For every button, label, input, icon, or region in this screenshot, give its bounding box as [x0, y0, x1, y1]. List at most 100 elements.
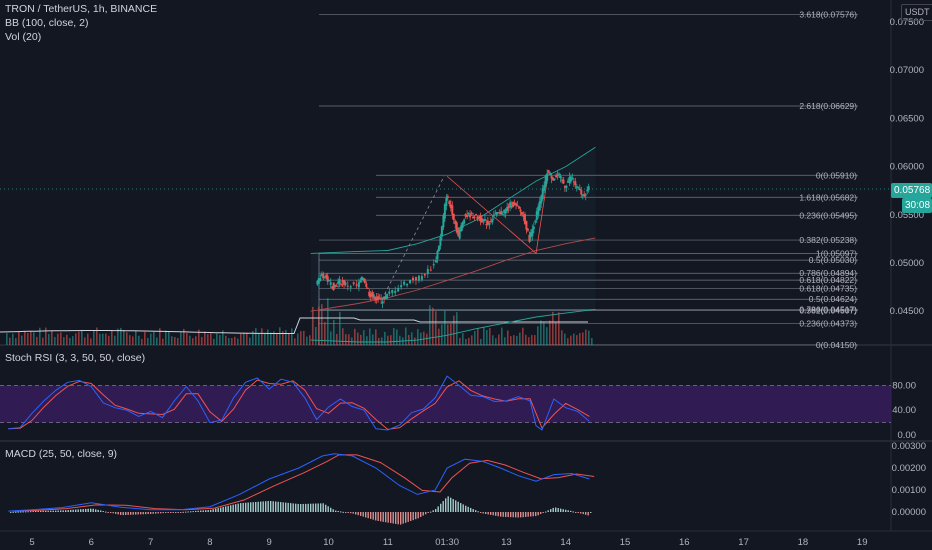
candle-body: [446, 196, 449, 198]
countdown-badge: 30:08: [902, 198, 932, 213]
vol-legend[interactable]: Vol (20): [5, 31, 42, 43]
stoch-legend[interactable]: Stoch RSI (3, 3, 50, 50, close): [5, 352, 146, 364]
candle-body: [555, 175, 558, 178]
macd-histogram-bar: [260, 501, 262, 512]
macd-histogram-bar: [187, 511, 189, 513]
macd-histogram-bar: [537, 512, 539, 516]
volume-bar: [384, 331, 386, 345]
volume-bar: [270, 332, 272, 345]
volume-bar: [192, 338, 194, 345]
volume-bar: [336, 333, 338, 345]
time-tick-label: 01:30: [435, 537, 459, 548]
macd-histogram-bar: [500, 512, 502, 517]
macd-histogram-bar: [392, 512, 394, 524]
candle-body: [372, 294, 375, 298]
candle-body: [319, 278, 322, 281]
macd-histogram-bar: [30, 511, 32, 513]
macd-histogram-bar: [405, 512, 407, 523]
volume-bar: [510, 336, 512, 345]
candle-body: [316, 280, 319, 285]
bb-legend[interactable]: BB (100, close, 2): [5, 17, 89, 29]
candle-body: [383, 296, 386, 300]
volume-bar: [423, 331, 425, 345]
macd-histogram-bar: [330, 507, 332, 512]
macd-histogram-bar: [197, 510, 199, 512]
macd-histogram-bar: [112, 512, 114, 514]
macd-histogram-bar: [10, 511, 12, 513]
symbol-legend[interactable]: TRON / TetherUS, 1h, BINANCE: [5, 3, 158, 15]
candle-body: [360, 276, 363, 281]
volume-bar: [180, 332, 182, 345]
bb-basis-line: [310, 237, 596, 312]
volume-bar: [18, 331, 20, 345]
macd-histogram-bar: [332, 509, 334, 512]
currency-badge[interactable]: USDT: [901, 4, 932, 21]
candle-body: [340, 284, 343, 286]
volume-bar: [216, 333, 218, 345]
candle-body: [457, 229, 460, 236]
macd-histogram-bar: [257, 501, 259, 512]
macd-histogram-bar: [170, 512, 172, 513]
candle-body: [394, 290, 397, 293]
candle-body: [566, 181, 569, 183]
volume-bar: [351, 337, 353, 345]
volume-bar: [405, 327, 407, 345]
candle-body: [432, 264, 435, 266]
macd-histogram-bar: [372, 512, 374, 520]
macd-histogram-bar: [575, 512, 577, 513]
fib-level-label: 0.618(0.04735): [799, 284, 857, 294]
pattern-dashed-line: [381, 176, 445, 300]
macd-histogram-bar: [352, 512, 354, 514]
volume-bar: [114, 335, 116, 345]
candle-body: [363, 278, 366, 284]
macd-histogram-bar: [305, 503, 307, 512]
candle-body: [556, 174, 559, 177]
macd-histogram-bar: [160, 512, 162, 514]
candle-body: [439, 237, 442, 246]
candle-body: [520, 212, 523, 215]
fib-level-label: 0.236(0.04373): [799, 318, 857, 328]
volume-bar: [477, 328, 479, 345]
macd-signal-line: [12, 454, 595, 512]
macd-histogram-bar: [175, 512, 177, 513]
macd-histogram-bar: [495, 512, 497, 516]
volume-bar: [528, 337, 530, 345]
volume-bar: [495, 338, 497, 345]
candle-body: [369, 293, 372, 298]
volume-bar: [291, 328, 293, 345]
price-tick-label: 0.07500: [890, 17, 924, 28]
candle-body: [538, 201, 541, 211]
price-tick-label: 0.05000: [890, 258, 924, 269]
candle-body: [473, 216, 476, 219]
macd-histogram-bar: [70, 509, 72, 512]
macd-histogram-bar: [347, 512, 349, 513]
macd-histogram-bar: [527, 512, 529, 517]
macd-histogram-bar: [452, 499, 454, 512]
volume-bar: [378, 337, 380, 345]
candle-body: [482, 219, 485, 222]
macd-histogram-bar: [212, 509, 214, 512]
price-pane[interactable]: 3.618(0.07576) 2.618(0.06629) 0(0.05910) 1.…: [0, 10, 891, 350]
macd-histogram-bar: [167, 512, 169, 513]
candle-body: [368, 291, 371, 297]
stoch-rsi-pane[interactable]: [0, 375, 891, 431]
macd-pane[interactable]: [8, 453, 595, 525]
macd-histogram-bar: [80, 509, 82, 512]
candle-body: [543, 185, 546, 191]
macd-histogram-bar: [200, 510, 202, 512]
candle-body: [489, 220, 492, 222]
macd-histogram-bar: [225, 506, 227, 512]
stoch-d-line: [8, 379, 590, 430]
candle-body: [569, 176, 572, 182]
macd-histogram-bar: [400, 512, 402, 525]
candle-body: [574, 181, 577, 186]
volume-bar: [273, 331, 275, 345]
candle-body: [472, 216, 475, 219]
volume-bar: [468, 337, 470, 345]
candle-body: [463, 219, 466, 224]
candle-body: [571, 177, 574, 179]
macd-histogram-bar: [35, 510, 37, 512]
macd-legend[interactable]: MACD (25, 50, close, 9): [5, 448, 118, 460]
volume-bar: [516, 335, 518, 345]
